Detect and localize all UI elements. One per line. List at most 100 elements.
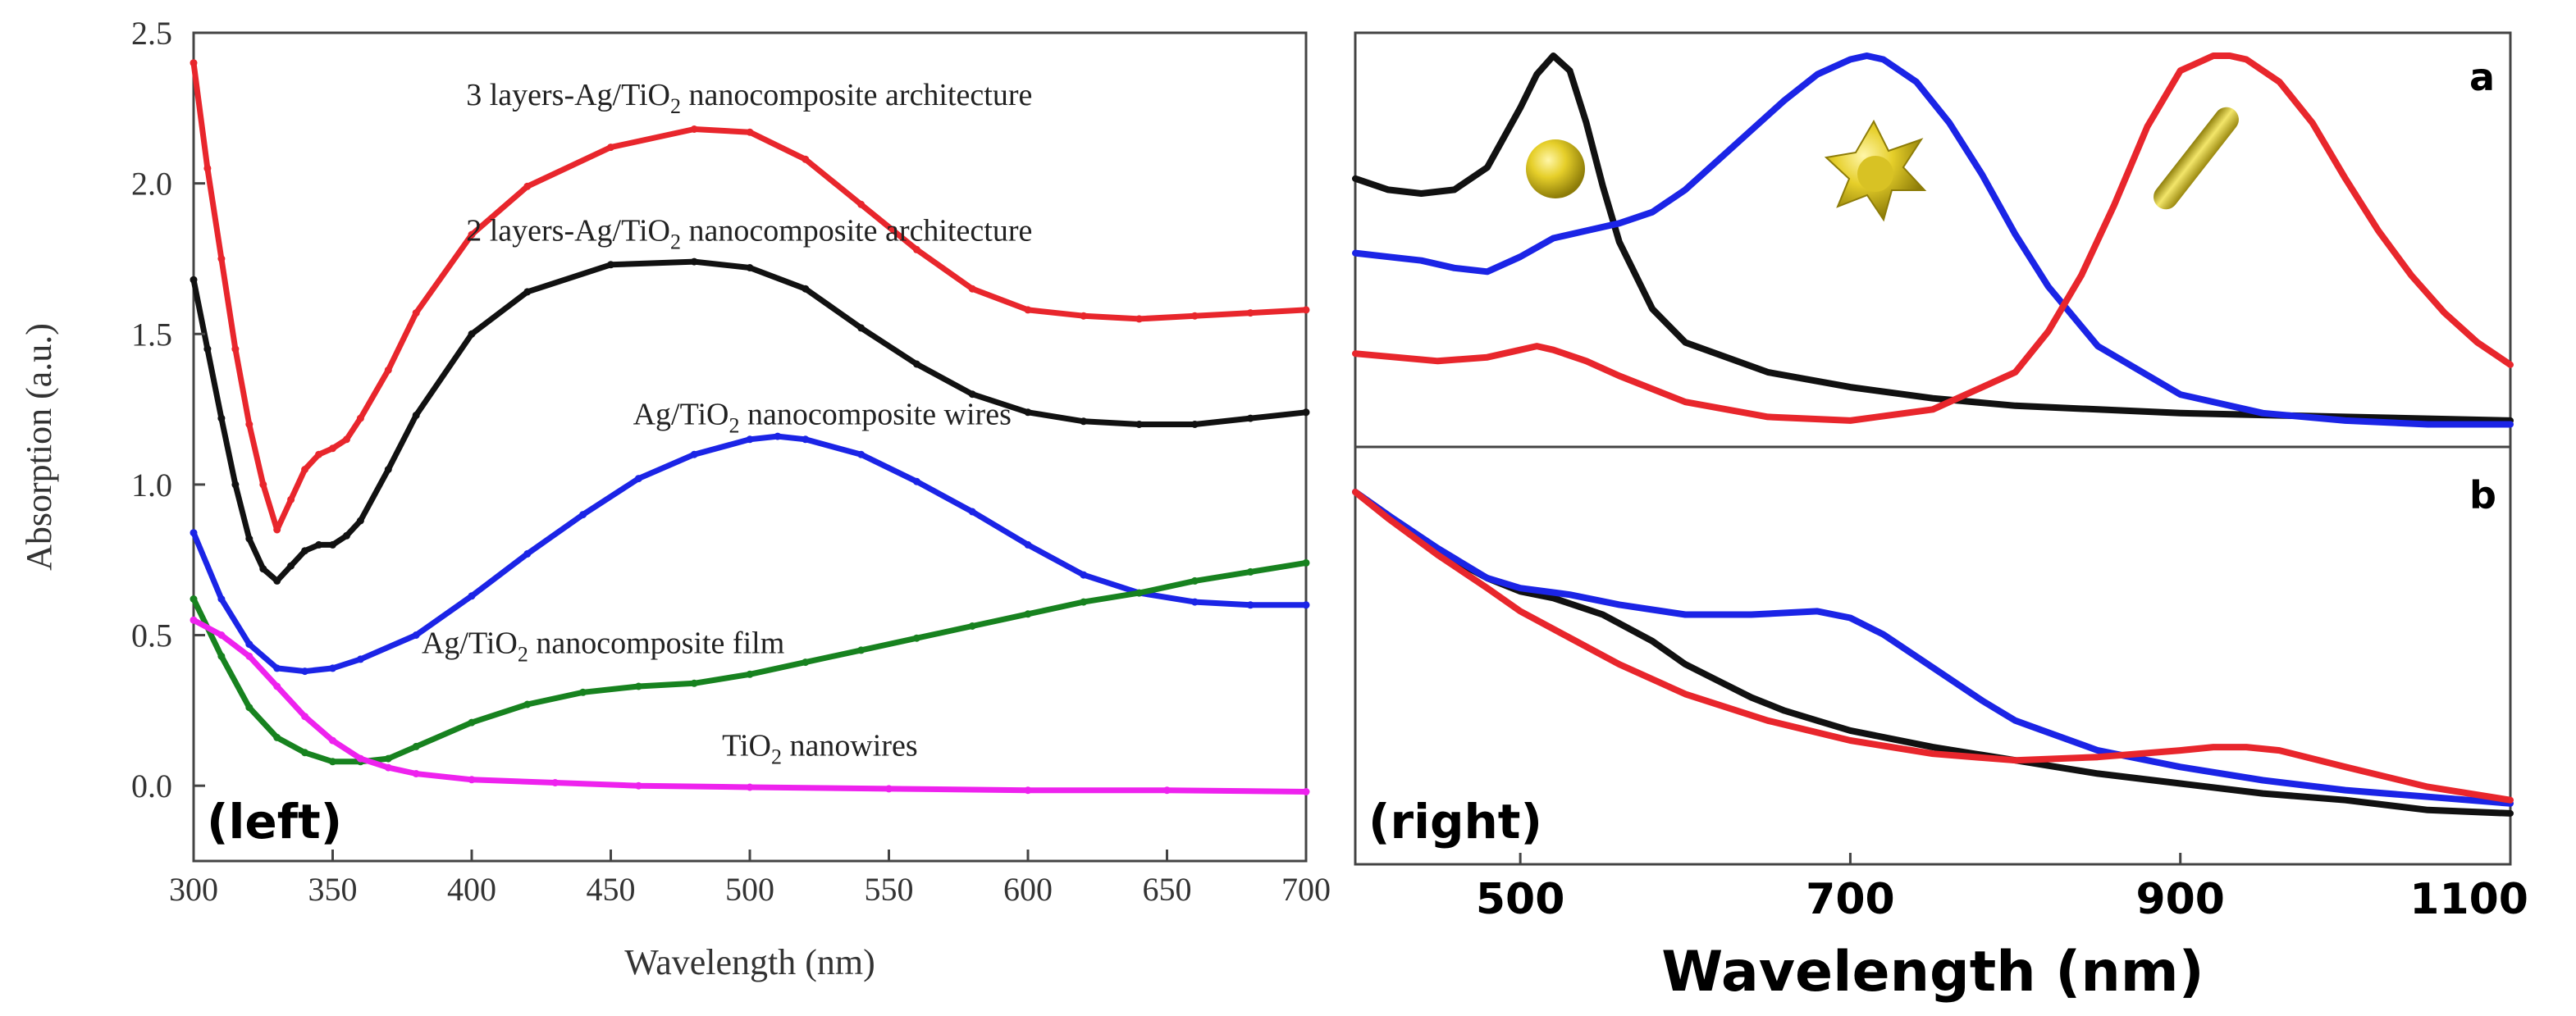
series-label-subscript: 2 [670, 94, 681, 118]
panel-a-series-point [2045, 329, 2051, 334]
left-series-point [1080, 312, 1088, 320]
panel-b-series-point [1551, 595, 1556, 601]
left-series-point [384, 466, 392, 473]
panel-a-label: a [2469, 55, 2495, 99]
panel-a-series-point [2260, 410, 2266, 416]
panel-a-series-point [2177, 410, 2183, 416]
panel-a-series-point [1353, 351, 1358, 357]
panel-b-series-point [1484, 576, 1490, 581]
panel-a-series-point [2144, 124, 2150, 130]
left-series-label-1: 2 layers-Ag/TiO2 nanocomposite architect… [466, 213, 1032, 253]
panel-a-series-point [1518, 105, 1523, 111]
panel-a-series-point [2409, 272, 2414, 278]
panel-b-series-point [1386, 516, 1391, 522]
panel-b-series-point [1600, 612, 1605, 617]
panel-a-series-point [1518, 254, 1523, 260]
left-series-point [746, 670, 754, 678]
panel-b-series-point [2012, 718, 2018, 723]
left-y-tick-label: 0.5 [131, 617, 172, 654]
panel-b-series-point [2342, 787, 2348, 793]
panel-a-series-point [2309, 120, 2315, 125]
left-x-tick-label: 450 [587, 871, 636, 908]
left-series-point [356, 655, 364, 663]
left-series-point [301, 466, 309, 473]
panel-a-series-point [1848, 385, 1853, 390]
panel-a-series-point [2095, 344, 2101, 349]
left-series-line-1 [190, 258, 1309, 584]
panel-a-series-point [1583, 228, 1589, 234]
left-series-point [412, 411, 420, 419]
left-y-axis-label: Absorption (a.u.) [19, 323, 59, 571]
panel-b-series-point [1616, 602, 1622, 608]
panel-b-series-point [1567, 635, 1573, 640]
left-series-point [329, 664, 336, 672]
panel-b-series-point [2244, 745, 2249, 750]
left-series-point [634, 781, 642, 790]
panel-a-series-point [1683, 339, 1688, 345]
left-series-point [190, 616, 198, 624]
left-series-point [1024, 540, 1032, 549]
panel-b-series-point [1435, 552, 1441, 558]
panel-b-series-point [1815, 718, 1820, 723]
star-icon [1824, 119, 1927, 222]
series-label-text: nanocomposite architecture [681, 213, 1032, 248]
panel-b-series-point [2095, 754, 2101, 760]
panel-a-series-point [2112, 202, 2117, 207]
left-series-point [217, 595, 226, 603]
left-series-point [356, 754, 364, 763]
right-x-tick-label: 500 [1476, 875, 1565, 924]
series-label-subscript: 2 [729, 413, 740, 437]
left-series-point [1080, 571, 1088, 579]
left-series-point [968, 390, 976, 399]
panel-a-series-point [1765, 369, 1770, 375]
panel-b-series-point [2177, 781, 2183, 786]
panel-a-series-point [1484, 354, 1490, 360]
left-series-point [1302, 306, 1310, 314]
left-series-point [857, 646, 866, 654]
left-series-point [523, 549, 532, 558]
left-series-point [245, 652, 253, 660]
panel-b-series-point [2342, 797, 2348, 803]
left-series-point [634, 475, 642, 483]
left-series-point [968, 285, 976, 293]
panel-b-series-point [1715, 678, 1721, 684]
left-series-point [356, 517, 364, 525]
left-y-tick-label: 2.5 [131, 15, 172, 52]
left-series-point [245, 421, 253, 428]
panel-a-series-point [1583, 358, 1589, 364]
left-x-tick-label: 350 [308, 871, 358, 908]
panel-a-series-point [1616, 221, 1622, 226]
panel-b-series-point [2095, 771, 2101, 777]
panel-b-series-point [1815, 608, 1820, 614]
panel-b-series-point [2425, 784, 2431, 790]
panel-b-series-line-rods [1352, 489, 2514, 804]
left-series-point [746, 128, 754, 136]
panel-a-series-point [2079, 272, 2084, 278]
left-series-point [468, 330, 476, 338]
panel-a-series-point [2227, 53, 2233, 58]
left-series-point [301, 749, 309, 757]
left-series-point [384, 763, 392, 772]
left-x-tick-label: 650 [1143, 871, 1192, 908]
left-series-point [1302, 558, 1310, 567]
left-series-point [912, 634, 920, 642]
left-series-point [579, 688, 587, 696]
panel-b-series-point [1616, 662, 1622, 667]
left-series-point [857, 324, 866, 332]
series-label-text: nanocomposite wires [740, 397, 1012, 431]
left-series-point [857, 200, 866, 208]
left-series-point [523, 700, 532, 708]
series-label-subscript: 2 [670, 230, 681, 253]
left-series-point [968, 508, 976, 516]
panel-a-series-point [1880, 57, 1886, 62]
left-x-tick-label: 400 [447, 871, 496, 908]
left-series-point [607, 144, 614, 152]
panel-a-series-point [2441, 310, 2447, 316]
panel-b-series-point [1518, 608, 1523, 614]
right-x-tick-label: 900 [2135, 875, 2225, 924]
panel-b-series-point [2508, 797, 2513, 803]
left-series-label-3: Ag/TiO2 nanocomposite film [422, 626, 784, 667]
right-plot-frame [1354, 31, 2512, 866]
panel-a-series-point [1451, 187, 1457, 193]
panel-a-series-point [2277, 79, 2282, 84]
